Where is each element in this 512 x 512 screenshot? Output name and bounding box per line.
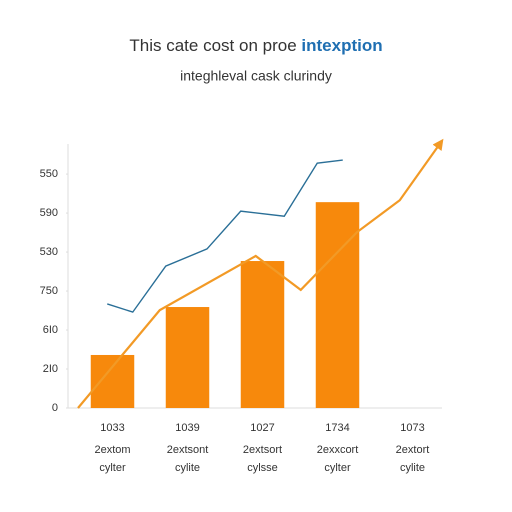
chart-subtitle: integhleval cask clurindy <box>180 68 332 84</box>
bar <box>240 261 285 408</box>
x-tick-sublabel: 2extsort <box>243 444 282 456</box>
title-highlight: intexption <box>301 36 382 55</box>
bar <box>315 202 360 408</box>
x-tick-sublabel: cylter <box>99 462 126 474</box>
title-text: This cate cost on proe <box>129 36 296 55</box>
y-tick-label: 2I0 <box>43 363 58 375</box>
y-tick-label: 530 <box>40 246 58 258</box>
x-tick-sublabel: 2exxcort <box>317 444 359 456</box>
x-tick-sublabel: cylite <box>400 462 425 474</box>
y-tick-label: 550 <box>40 168 58 180</box>
chart-title: This cate cost on proe intexption <box>129 36 382 55</box>
bar <box>165 307 210 408</box>
line-series <box>107 159 343 313</box>
x-tick-label: 1033 <box>100 422 124 434</box>
y-tick-label: 0 <box>52 402 58 414</box>
x-tick-sublabel: 2extom <box>94 444 130 456</box>
y-tick-label: 750 <box>40 285 58 297</box>
x-tick-sublabel: cylite <box>175 462 200 474</box>
bar <box>90 354 135 408</box>
y-tick-label: 590 <box>40 207 58 219</box>
x-tick-label: 1027 <box>250 422 274 434</box>
x-tick-label: 1073 <box>400 422 424 434</box>
x-tick-label: 1039 <box>175 422 199 434</box>
x-tick-sublabel: 2extsont <box>167 444 209 456</box>
line-series <box>77 138 444 409</box>
y-tick-label: 6I0 <box>43 324 58 336</box>
x-tick-label: 1734 <box>325 422 349 434</box>
x-tick-sublabel: 2extort <box>396 444 430 456</box>
x-tick-sublabel: cylter <box>324 462 351 474</box>
x-tick-sublabel: cylsse <box>247 462 278 474</box>
